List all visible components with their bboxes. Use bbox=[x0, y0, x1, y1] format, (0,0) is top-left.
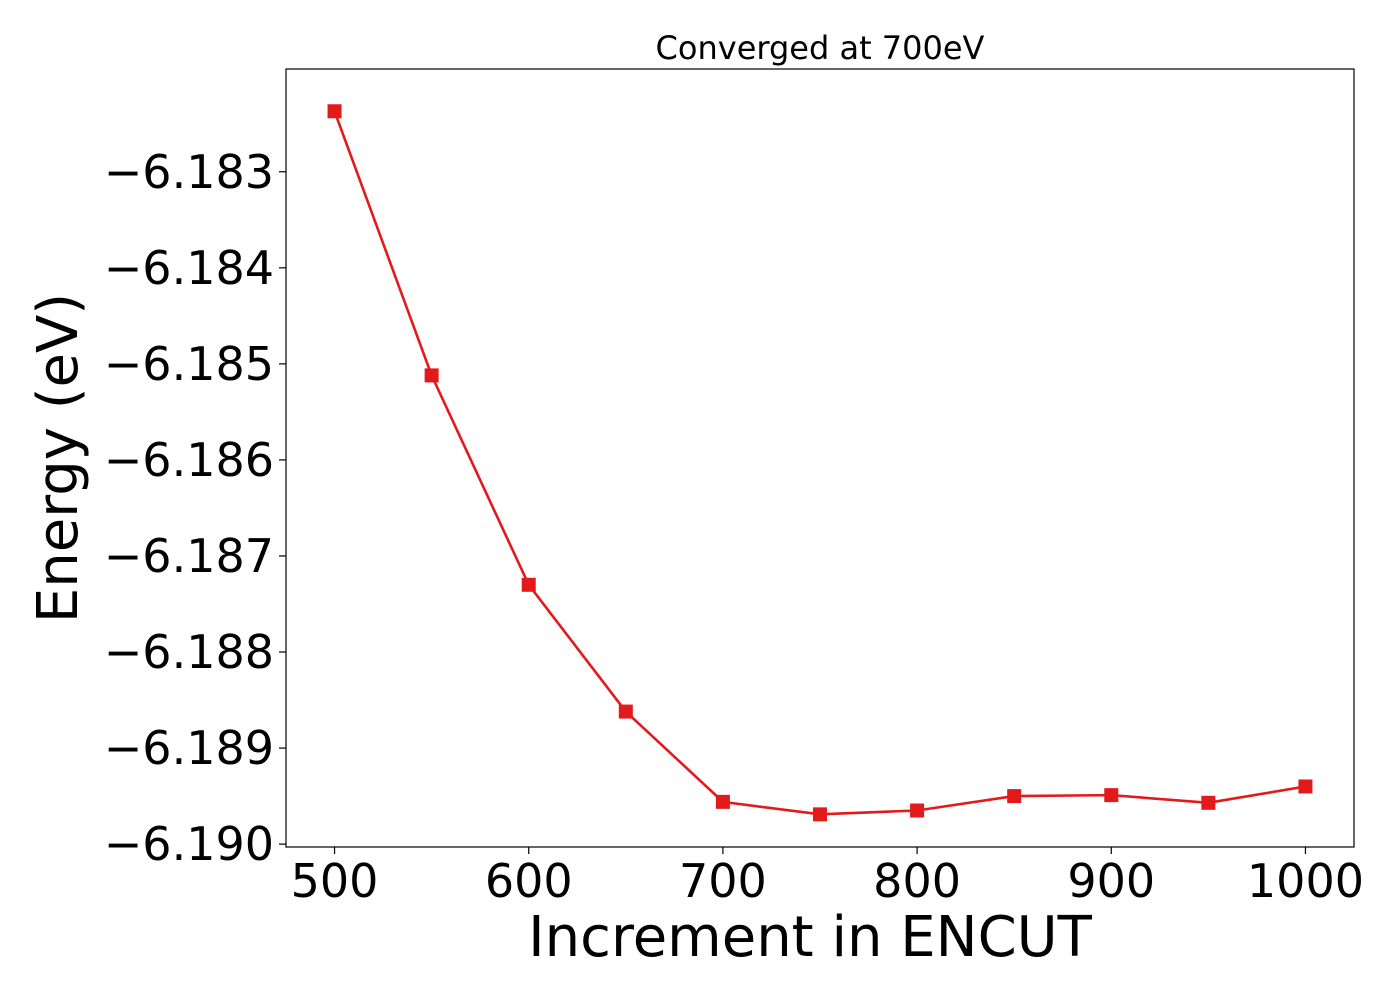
y-tick-label: −6.184 bbox=[104, 241, 274, 295]
data-point-marker bbox=[910, 803, 925, 818]
y-tick-label: −6.190 bbox=[104, 817, 274, 871]
y-tick-label: −6.187 bbox=[104, 529, 274, 583]
x-tick-label: 1000 bbox=[1247, 854, 1364, 908]
chart-title: Converged at 700eV bbox=[656, 29, 985, 67]
y-tick-label: −6.186 bbox=[104, 433, 274, 487]
series-layer bbox=[327, 104, 1313, 822]
y-axis-label: Energy (eV) bbox=[26, 293, 91, 623]
data-point-marker bbox=[327, 104, 342, 119]
data-point-marker bbox=[618, 704, 633, 719]
x-axis-label: Increment in ENCUT bbox=[528, 905, 1093, 970]
x-tick-label: 500 bbox=[291, 854, 379, 908]
data-point-marker bbox=[1298, 779, 1313, 794]
x-tick-label: 900 bbox=[1067, 854, 1155, 908]
y-tick-label: −6.183 bbox=[104, 145, 274, 199]
y-tick-label: −6.188 bbox=[104, 625, 274, 679]
data-point-marker bbox=[1007, 789, 1022, 804]
x-tick-label: 700 bbox=[679, 854, 767, 908]
x-tick-label: 600 bbox=[485, 854, 573, 908]
plot-area bbox=[285, 68, 1355, 848]
y-tick-label: −6.185 bbox=[104, 337, 274, 391]
data-point-marker bbox=[424, 368, 439, 383]
y-tick-label: −6.189 bbox=[104, 721, 274, 775]
data-point-marker bbox=[813, 807, 827, 822]
data-point-marker bbox=[715, 794, 730, 809]
data-point-marker bbox=[1201, 795, 1216, 810]
y-axis: −6.183 −6.184 −6.185 −6.186 −6.187 −6.188 −6.1… bbox=[104, 145, 286, 871]
data-point-marker bbox=[1104, 788, 1119, 803]
x-axis: 500 600 700 800 900 1000 bbox=[291, 847, 1364, 908]
x-tick-label: 800 bbox=[873, 854, 961, 908]
data-point-marker bbox=[521, 577, 536, 592]
